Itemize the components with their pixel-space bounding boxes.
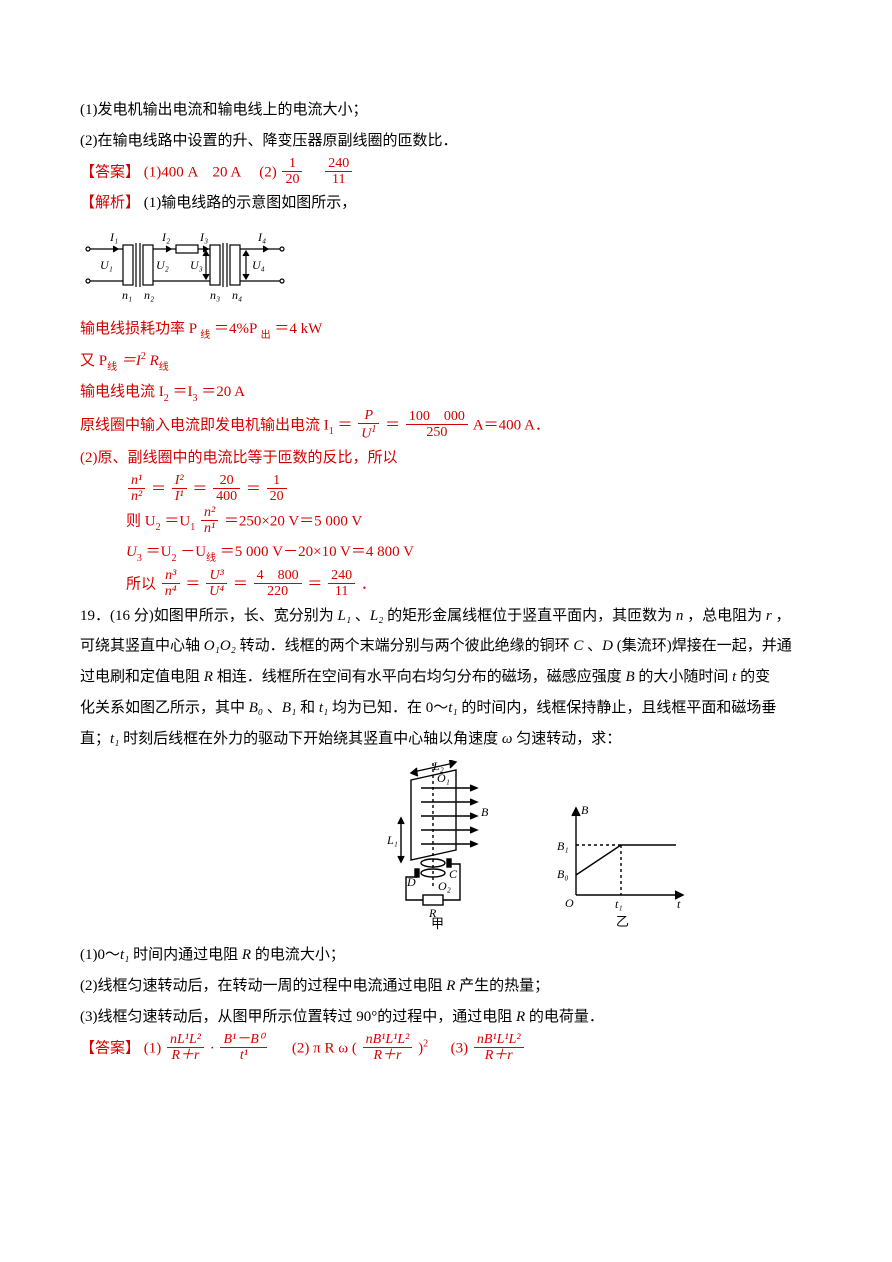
qq2: (2)线框匀速转动后，在转动一周的过程中电流通过电阻 R 产生的热量；: [80, 971, 892, 1002]
svg-text:t₁: t₁: [615, 897, 623, 911]
svg-text:t: t: [677, 897, 681, 911]
svg-text:n₄: n₄: [232, 288, 242, 302]
frac: P U1: [358, 408, 379, 442]
frac: 100 000 250: [406, 409, 468, 441]
svg-text:O₂: O₂: [438, 879, 451, 893]
frac: 240 11: [325, 156, 352, 188]
q1-line: (1)发电机输出电流和输电线上的电流大小；: [80, 95, 892, 126]
svg-text:I₄: I₄: [257, 230, 266, 244]
svg-text:O₁: O₁: [437, 771, 450, 785]
answer-19: 【答案】 (1) nL¹L²R＋r · B¹－B⁰t¹ (2) π R ω ( …: [80, 1033, 892, 1065]
q19-line1: 19．(16 分)如图甲所示，长、宽分别为 L₁ 、L₂ 的矩形金属线框位于竖直…: [80, 601, 892, 632]
step-4: 原线圈中输入电流即发电机输出电流 I1 ＝ P U1 ＝ 100 000 250…: [80, 409, 892, 443]
svg-text:I₂: I₂: [161, 230, 170, 244]
svg-text:B₁: B₁: [557, 839, 569, 853]
ans-part2-prefix: (2): [259, 164, 277, 180]
expl-label: 【解析】: [80, 195, 140, 211]
svg-text:n₁: n₁: [122, 288, 132, 302]
svg-text:L₁: L₁: [386, 833, 398, 847]
qq1: (1)0～t₁ 时间内通过电阻 R 的电流大小；: [80, 940, 892, 971]
svg-text:U₃: U₃: [190, 258, 203, 272]
q19-line2: 可绕其竖直中心轴 O₁O₂ 转动．线框的两个末端分别与两个彼此绝缘的铜环 C 、…: [80, 631, 892, 662]
svg-text:B₀: B₀: [557, 867, 569, 881]
ans-label: 【答案】: [80, 1040, 140, 1056]
svg-text:B: B: [481, 805, 489, 819]
svg-text:n₂: n₂: [144, 288, 154, 302]
text: (1)发电机输出电流和输电线上的电流大小；: [80, 102, 368, 118]
explanation-heading: 【解析】 (1)输电线路的示意图如图所示，: [80, 188, 892, 219]
step-3: 输电线电流 I2 ＝I3 ＝20 A: [80, 377, 892, 409]
diagram-yi: B B₁ B₀ O t₁ t 乙: [551, 800, 691, 930]
svg-text:D: D: [406, 875, 416, 889]
eq-3: U3 ＝U2 －U线 ＝5 000 V－20×10 V＝4 800 V: [80, 537, 892, 569]
expl-text: (1)输电线路的示意图如图所示，: [144, 195, 357, 211]
step-1: 输电线损耗功率 P 线 ＝4%P 出 ＝4 kW: [80, 314, 892, 346]
svg-text:I₃: I₃: [199, 230, 208, 244]
q19-line4: 化关系如图乙所示，其中 B₀ 、B₁ 和 t₁ 均为已知．在 0～t₁ 的时间内…: [80, 693, 892, 724]
ans-part1: (1)400 A 20 A: [144, 164, 241, 180]
svg-text:n₃: n₃: [210, 288, 220, 302]
svg-text:B: B: [581, 803, 589, 817]
frac: 1 20: [282, 156, 302, 188]
svg-text:U₁: U₁: [100, 258, 113, 272]
ans-label: 【答案】: [80, 164, 140, 180]
svg-text:乙: 乙: [616, 914, 629, 929]
svg-text:O: O: [565, 896, 574, 910]
step-2: 又 P线 ＝I2 R线: [80, 346, 892, 378]
eq-4: 所以 n³n⁴ ＝ U³U⁴ ＝ 4 800220 ＝ 24011 ．: [80, 569, 892, 601]
svg-text:U₂: U₂: [156, 258, 169, 272]
text: (2)在输电线路中设置的升、降变压器原副线圈的匝数比．: [80, 133, 458, 149]
q19-line5: 直；t₁ 时刻后线框在外力的驱动下开始绕其竖直中心轴以角速度 ω 匀速转动，求：: [80, 724, 892, 755]
transmission-svg: I₁ I₂ I₃ I₄ U₁ U₂ U₃ U₄ n₁ n₂ n₃ n₄: [80, 219, 300, 314]
svg-text:U₄: U₄: [252, 258, 265, 272]
diagram-row: L₂ O₁ B L₁ C D O₂ R 甲 B B₁ B₀ O t₁ t 乙: [80, 760, 892, 930]
diagram-jia: L₂ O₁ B L₁ C D O₂ R 甲: [361, 760, 511, 930]
eq-1: n¹n² ＝ I²I¹ ＝ 20400 ＝ 120: [80, 474, 892, 506]
answer-1: 【答案】 (1)400 A 20 A (2) 1 20 240 11: [80, 157, 892, 189]
q19-line3: 过电刷和定值电阻 R 相连．线框所在空间有水平向右均匀分布的磁场，磁感应强度 B…: [80, 662, 892, 693]
eq-2: 则 U2 ＝U1 n²n¹ ＝250×20 V＝5 000 V: [80, 506, 892, 538]
transmission-diagram: I₁ I₂ I₃ I₄ U₁ U₂ U₃ U₄ n₁ n₂ n₃ n₄: [80, 219, 892, 314]
part2-intro: (2)原、副线圈中的电流比等于匝数的反比，所以: [80, 443, 892, 474]
svg-text:甲: 甲: [431, 916, 444, 930]
qq3: (3)线框匀速转动后，从图甲所示位置转过 90°的过程中，通过电阻 R 的电荷量…: [80, 1002, 892, 1033]
svg-text:I₁: I₁: [109, 230, 118, 244]
q2-line: (2)在输电线路中设置的升、降变压器原副线圈的匝数比．: [80, 126, 892, 157]
